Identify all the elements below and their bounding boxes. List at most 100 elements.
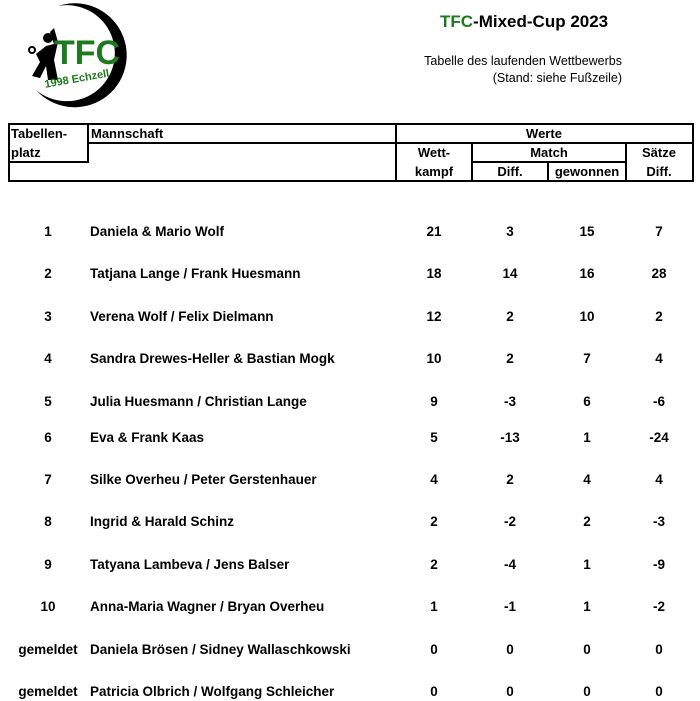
cell-place: gemeldet <box>18 684 78 699</box>
cell-saetze-diff: 4 <box>655 351 663 366</box>
table-row: gemeldet Daniela Brösen / Sidney Wallasch… <box>0 642 700 662</box>
cell-gewonnen: 2 <box>583 514 591 529</box>
cell-wettkampf: 21 <box>426 224 442 239</box>
cell-gewonnen: 16 <box>579 266 595 281</box>
cell-saetze-diff: 4 <box>655 472 663 487</box>
cell-team: Daniela & Mario Wolf <box>90 224 225 239</box>
cell-place: 6 <box>44 430 52 445</box>
header-match: Match <box>530 145 568 160</box>
cell-team: Silke Overheu / Peter Gerstenhauer <box>90 472 317 487</box>
cell-saetze-diff: -9 <box>652 557 665 572</box>
table-row: 3 Verena Wolf / Felix Dielmann 12 2 10 2 <box>0 309 700 329</box>
cell-match-diff: 2 <box>506 309 514 324</box>
cell-team: Daniela Brösen / Sidney Wallaschkowski <box>90 642 351 657</box>
cell-place: gemeldet <box>18 642 78 657</box>
cell-gewonnen: 15 <box>579 224 595 239</box>
cell-gewonnen: 7 <box>583 351 591 366</box>
subtitle: Tabelle des laufenden Wettbewerbs <box>424 54 622 68</box>
page-title: TFC-Mixed-Cup 2023 <box>440 12 608 32</box>
header-match-diff: Diff. <box>497 164 523 179</box>
cell-match-diff: 14 <box>502 266 518 281</box>
cell-place: 3 <box>44 309 52 324</box>
cell-team: Ingrid & Harald Schinz <box>90 514 235 529</box>
title-rest: -Mixed-Cup 2023 <box>473 12 609 31</box>
cell-wettkampf: 12 <box>426 309 442 324</box>
table-row: 9 Tatyana Lambeva / Jens Balser 2 -4 1 -9 <box>0 557 700 577</box>
cell-wettkampf: 10 <box>426 351 442 366</box>
cell-match-diff: 2 <box>506 351 514 366</box>
cell-wettkampf: 9 <box>430 394 438 409</box>
cell-gewonnen: 1 <box>583 557 591 572</box>
cell-saetze-diff: 28 <box>651 266 667 281</box>
cell-team: Tatyana Lambeva / Jens Balser <box>90 557 290 572</box>
header-wettkampf-1: Wett- <box>417 145 451 160</box>
cell-saetze-diff: -3 <box>652 514 665 529</box>
cell-team: Julia Huesmann / Christian Lange <box>90 394 307 409</box>
cell-wettkampf: 4 <box>430 472 438 487</box>
table-row: 4 Sandra Drewes-Heller & Bastian Mogk 10 2 7… <box>0 351 700 371</box>
cell-match-diff: 0 <box>506 642 514 657</box>
cell-match-diff: 3 <box>506 224 514 239</box>
cell-team: Tatjana Lange / Frank Huesmann <box>90 266 301 281</box>
cell-gewonnen: 10 <box>579 309 595 324</box>
cell-wettkampf: 1 <box>430 599 438 614</box>
cell-match-diff: -3 <box>503 394 516 409</box>
cell-wettkampf: 0 <box>430 684 438 699</box>
title-accent: TFC <box>440 12 474 31</box>
table-row: 5 Julia Huesmann / Christian Lange 9 -3 6 -6 <box>0 394 700 414</box>
cell-team: Anna-Maria Wagner / Bryan Overheu <box>90 599 325 614</box>
cell-gewonnen: 0 <box>583 642 591 657</box>
cell-gewonnen: 1 <box>583 599 591 614</box>
cell-saetze-diff: -24 <box>649 430 669 445</box>
cell-team: Patricia Olbrich / Wolfgang Schleicher <box>90 684 335 699</box>
header-gewonnen: gewonnen <box>554 164 620 179</box>
cell-place: 9 <box>44 557 52 572</box>
cell-match-diff: 0 <box>506 684 514 699</box>
table-row: 6 Eva & Frank Kaas 5 -13 1 -24 <box>0 430 700 450</box>
cell-gewonnen: 6 <box>583 394 591 409</box>
cell-team: Verena Wolf / Felix Dielmann <box>90 309 274 324</box>
cell-match-diff: -1 <box>503 599 516 614</box>
header-saetze-1: Sätze <box>642 145 676 160</box>
cell-saetze-diff: -6 <box>652 394 665 409</box>
cell-place: 8 <box>44 514 52 529</box>
cell-place: 4 <box>44 351 52 366</box>
cell-place: 10 <box>40 599 56 614</box>
subtitle-date-note: (Stand: siehe Fußzeile) <box>492 71 622 85</box>
cell-gewonnen: 0 <box>583 684 591 699</box>
header-wettkampf-2: kampf <box>414 164 454 179</box>
header-platz-1: Tabellen- <box>11 126 68 141</box>
header-werte: Werte <box>526 126 562 141</box>
table-row: 10 Anna-Maria Wagner / Bryan Overheu 1 -1 1 -… <box>0 599 700 619</box>
cell-place: 7 <box>44 472 52 487</box>
table-row: 7 Silke Overheu / Peter Gerstenhauer 4 2 4 4 <box>0 472 700 492</box>
svg-text:TFC: TFC <box>54 34 120 72</box>
cell-saetze-diff: 0 <box>655 642 663 657</box>
cell-team: Sandra Drewes-Heller & Bastian Mogk <box>90 351 335 366</box>
cell-gewonnen: 4 <box>583 472 591 487</box>
cell-match-diff: 2 <box>506 472 514 487</box>
cell-match-diff: -4 <box>503 557 516 572</box>
tfc-logo: TFC 1998 Echzell <box>18 2 138 110</box>
cell-match-diff: -2 <box>503 514 516 529</box>
table-row: 8 Ingrid & Harald Schinz 2 -2 2 -3 <box>0 514 700 534</box>
header-team: Mannschaft <box>91 126 164 141</box>
cell-saetze-diff: 2 <box>655 309 663 324</box>
cell-match-diff: -13 <box>500 430 520 445</box>
cell-place: 5 <box>44 394 52 409</box>
cell-wettkampf: 2 <box>430 557 438 572</box>
cell-saetze-diff: 7 <box>655 224 663 239</box>
cell-wettkampf: 5 <box>430 430 438 445</box>
header-platz-2: platz <box>11 145 41 160</box>
cell-place: 1 <box>44 224 52 239</box>
table-row: 2 Tatjana Lange / Frank Huesmann 18 14 16 28 <box>0 266 700 286</box>
cell-wettkampf: 0 <box>430 642 438 657</box>
table-row: gemeldet Patricia Olbrich / Wolfgang Schl… <box>0 684 700 701</box>
cell-team: Eva & Frank Kaas <box>90 430 205 445</box>
cell-saetze-diff: -2 <box>652 599 665 614</box>
cell-gewonnen: 1 <box>583 430 591 445</box>
cell-wettkampf: 2 <box>430 514 438 529</box>
cell-saetze-diff: 0 <box>655 684 663 699</box>
header-saetze-2: Diff. <box>646 164 672 179</box>
